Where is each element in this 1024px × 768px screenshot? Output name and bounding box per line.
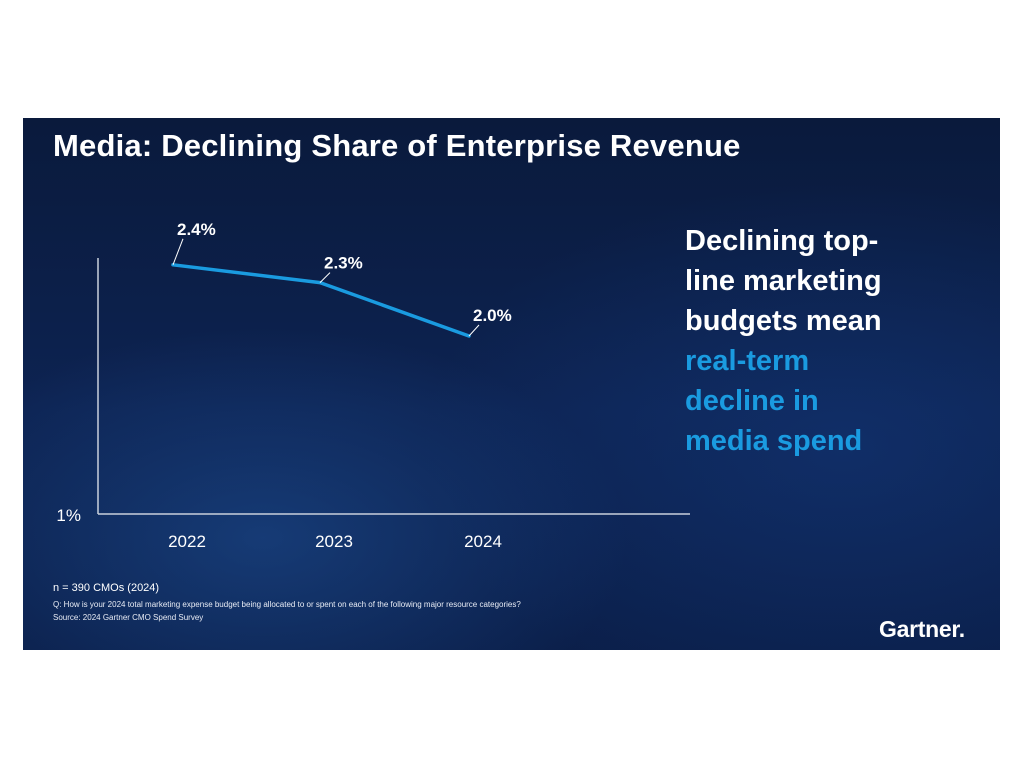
line-chart: 2.4% 2.3% 2.0% 2022 2023 2024 1% (56, 220, 690, 551)
gartner-logo: Gartner. (879, 616, 965, 642)
slide-title: Media: Declining Share of Enterprise Rev… (53, 128, 741, 163)
data-label: 2.4% (177, 220, 216, 239)
source-note: Source: 2024 Gartner CMO Spend Survey (53, 613, 204, 622)
x-tick-label: 2023 (315, 532, 353, 551)
callout-line: line marketing (685, 265, 882, 297)
y-tick-label: 1% (56, 506, 81, 525)
x-tick-label: 2022 (168, 532, 206, 551)
data-label: 2.3% (324, 254, 363, 273)
callout-highlight-line: media spend (685, 425, 863, 457)
callout-line: Declining top- (685, 225, 879, 257)
x-tick-label: 2024 (464, 532, 502, 551)
survey-question-note: Q: How is your 2024 total marketing expe… (53, 600, 521, 609)
callout-text: Declining top- line marketing budgets me… (685, 221, 985, 461)
data-label: 2.0% (473, 306, 512, 325)
footnotes: n = 390 CMOs (2024) Q: How is your 2024 … (53, 582, 521, 626)
slide: Media: Declining Share of Enterprise Rev… (23, 118, 1000, 650)
sample-size-note: n = 390 CMOs (2024) (53, 582, 160, 594)
data-label-leader (319, 272, 331, 283)
data-label-leader (172, 238, 184, 265)
series-line (171, 263, 471, 338)
callout-highlight-line: real-term (685, 345, 810, 377)
callout-line: budgets mean (685, 305, 882, 337)
data-label-leader (468, 324, 480, 337)
callout-highlight-line: decline in (685, 385, 819, 417)
